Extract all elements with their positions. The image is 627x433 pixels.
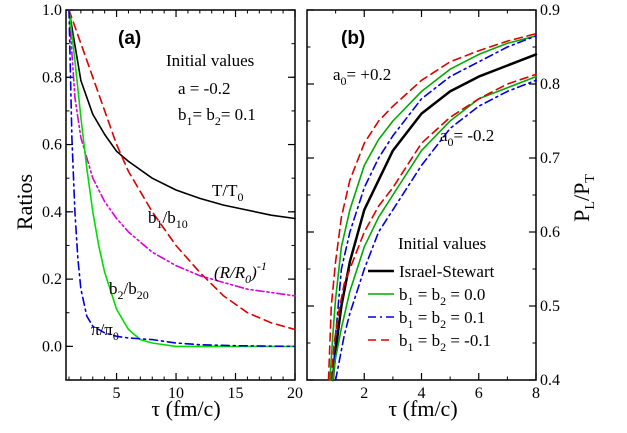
panel-b-legend: Israel-Stewart b1 = b2 = 0.0b1 = b2 = 0.1… [368,262,495,354]
legend-label: Israel-Stewart [399,262,495,281]
panel-b-y-tick-label: 0.8 [540,76,560,93]
panel-a-initial-value-b: b1= b2= 0.1 [178,105,256,128]
panel-a-y-tick-label: 1.0 [42,2,62,19]
label-b2-over-b20: b2/b20 [109,279,149,302]
label-a0-plus: a0= +0.2 [333,65,391,88]
panel-a-y-tick-label: 0.0 [42,338,62,355]
panel-b-x-axis-title: τ (fm/c) [388,396,457,421]
legend-label: b1 = b2 = -0.1 [399,331,491,354]
panel-a-x-axis-title: τ (fm/c) [151,396,220,421]
label-b1-over-b10: b1/b10 [148,208,188,231]
panel-b-series-line-5 [331,75,537,381]
panel-a-x-tick-label: 10 [168,385,184,402]
panel-a-series-line-2 [68,9,296,331]
panel-a-series-line-1 [68,9,296,220]
panel-a: 5 10 15 20 0.0 0.2 0.4 0.6 0.8 1.0 (a) Ratios τ (… [12,2,303,421]
panel-b-x-tick-label: 4 [418,385,426,402]
panel-b-y-tick-label: 0.9 [540,2,560,19]
panel-b-y-axis-title: PL/PT [569,174,598,222]
panel-a-initial-values-title: Initial values [166,51,254,70]
panel-a-x-tick-label: 5 [113,385,121,402]
panel-b-series-line-2 [329,35,537,381]
label-a0-minus: a0= -0.2 [440,126,494,149]
panel-a-series-line-4 [68,9,296,348]
panel-b-y-tick-label: 0.5 [540,298,560,315]
panel-b-series-line-6 [334,79,537,381]
panel-b-x-tick-label: 8 [532,385,540,402]
panel-a-x-tick-label: 15 [228,385,244,402]
panel-b-series-line-7 [330,73,537,381]
panel-a-ticks: 5 10 15 20 0.0 0.2 0.4 0.6 0.8 1.0 [42,2,303,402]
panel-b-x-tick-label: 6 [475,385,483,402]
panel-b-y-tick-label: 0.6 [540,224,560,241]
panel-b-legend-title: Initial values [398,234,486,253]
panel-a-series-line-3 [68,9,296,297]
panel-b-label: (b) [341,28,365,49]
panel-a-label: (a) [118,28,141,49]
label-t-over-t0: T/T0 [212,181,244,204]
panel-b-series [327,32,538,382]
panel-a-x-tick-label: 20 [287,385,303,402]
panel-a-y-tick-label: 0.2 [42,271,62,288]
panel-a-initial-value-a: a = -0.2 [178,79,231,98]
legend-label: b1 = b2 = 0.0 [399,285,485,308]
panel-a-frame [65,9,296,381]
panel-b-y-tick-label: 0.7 [540,150,560,167]
panel-b: 2 4 6 80.4 0.5 0.6 0.7 0.8 0.9 (b) τ (fm/c) PL/P… [306,2,598,421]
label-r-over-r0-inverse: (R/R0)-1 [214,259,267,286]
panel-b-series-line-4 [327,32,537,381]
panel-a-y-tick-label: 0.4 [42,204,62,221]
panel-a-y-tick-label: 0.6 [42,137,62,154]
panel-b-ticks: 2 4 6 80.4 0.5 0.6 0.7 0.8 0.9 [307,2,560,402]
panel-b-y-tick-label: 0.4 [540,372,560,389]
label-pi-over-pi0: π/π0 [91,320,119,343]
panel-a-series-line-5 [68,9,296,348]
panel-b-x-tick-label: 2 [360,385,368,402]
panel-a-series [68,9,296,348]
panel-b-series-line-3 [331,35,537,381]
panel-b-series-line-1 [331,53,538,382]
panel-a-y-axis-title: Ratios [12,174,37,230]
panel-a-y-tick-label: 0.8 [42,69,62,86]
legend-label: b1 = b2 = 0.1 [399,308,485,331]
